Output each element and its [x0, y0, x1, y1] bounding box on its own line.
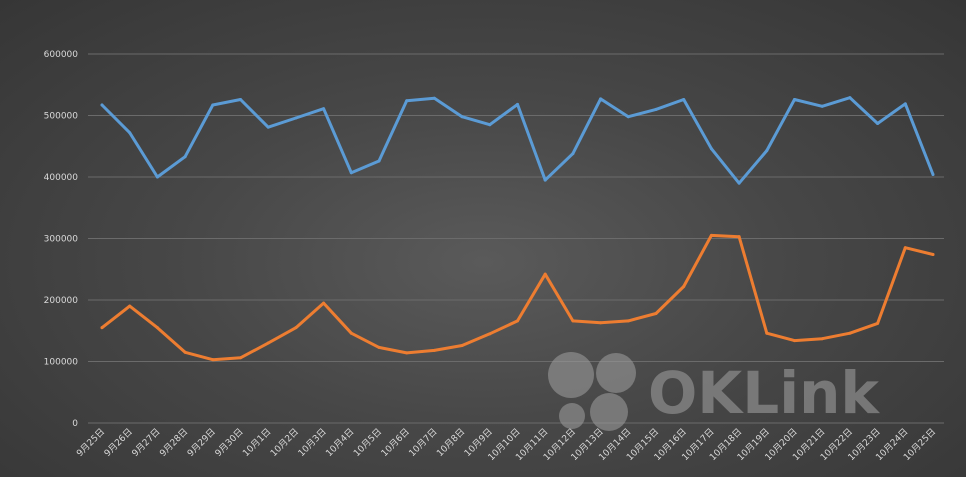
series-2-point [488, 332, 492, 336]
x-tick-label: 10月7日 [407, 426, 440, 459]
series-2-point [377, 345, 381, 349]
series-2-point [848, 331, 852, 335]
series-1-point [183, 155, 187, 159]
series-2-point [239, 356, 242, 360]
series-2-point [793, 339, 796, 343]
series-1-point [682, 98, 686, 102]
series-1-point [765, 149, 769, 153]
series-2-point [128, 304, 132, 308]
series-2-point [322, 301, 326, 305]
y-tick-label: 100000 [44, 358, 79, 368]
y-tick-label: 0 [72, 419, 78, 429]
oklink-watermark: OKLink [548, 352, 880, 431]
watermark-logo-dot [548, 352, 594, 398]
series-1-point [543, 178, 547, 182]
x-tick-label: 10月8日 [435, 426, 468, 459]
x-tick-label: 9月25日 [74, 426, 107, 459]
series-1-point [709, 147, 713, 151]
series-2-point [654, 312, 658, 316]
x-tick-label: 10月6日 [379, 426, 412, 459]
series-2-point [183, 350, 187, 354]
series-1-point [349, 171, 353, 175]
series-2-point [516, 319, 519, 323]
x-tick-label: 10月4日 [324, 426, 357, 459]
series-2-point [211, 358, 215, 362]
y-tick-label: 400000 [44, 173, 79, 183]
series-1-point [211, 103, 215, 107]
series-1-point [848, 96, 852, 100]
x-tick-label: 10月3日 [296, 426, 329, 459]
x-tick-label: 10月5日 [351, 426, 384, 459]
x-tick-label: 10月1日 [241, 426, 274, 459]
series-2-point [100, 326, 104, 330]
series-2-point [931, 252, 935, 256]
series-2-point [155, 326, 159, 330]
series-line-1 [100, 96, 935, 185]
watermark-text: OKLink [648, 359, 880, 427]
series-1-point [294, 116, 298, 120]
series-2-point [709, 233, 713, 237]
series-1-point [460, 115, 464, 119]
series-1-point [405, 99, 409, 103]
y-tick-label: 500000 [44, 112, 79, 122]
series-2-point [903, 246, 907, 250]
series-1-point [820, 104, 824, 108]
x-tick-label: 9月30日 [213, 426, 246, 459]
series-group [100, 96, 935, 362]
series-1-point [876, 121, 880, 125]
series-2-point [599, 321, 603, 325]
series-1-point [571, 152, 575, 156]
x-axis: 9月25日9月26日9月27日9月28日9月29日9月30日10月1日10月2日… [74, 426, 938, 463]
y-tick-label: 600000 [44, 50, 79, 60]
series-line-2 [100, 233, 935, 362]
series-2-point [765, 331, 769, 335]
series-1-point [488, 123, 492, 127]
series-2-point [737, 235, 741, 239]
series-1-point [626, 115, 630, 119]
series-1-point [432, 96, 436, 100]
series-1-point [377, 159, 381, 163]
series-1-point [239, 98, 242, 102]
gridlines [88, 53, 944, 424]
y-axis: 0 100000 200000 300000 400000 500000 600000 [44, 50, 79, 429]
series-1-point [903, 102, 907, 106]
series-2-point [571, 319, 575, 323]
series-2-point [266, 341, 270, 345]
series-1-point [793, 98, 796, 102]
watermark-logo-dot [590, 393, 628, 431]
series-2-point [460, 344, 464, 348]
series-2-point [294, 326, 298, 330]
series-1-point [654, 107, 658, 111]
series-1-point [128, 131, 132, 135]
x-tick-label: 9月29日 [185, 426, 218, 459]
x-tick-label: 9月27日 [130, 426, 163, 459]
series-1-point [516, 102, 519, 106]
series-1-point [599, 97, 603, 101]
watermark-logo-dot [559, 403, 585, 429]
series-2-point [543, 272, 547, 276]
series-2-point [349, 331, 353, 335]
series-2-point [626, 319, 630, 323]
series-1-point [266, 125, 270, 129]
series-2-point [682, 284, 686, 288]
y-tick-label: 200000 [44, 296, 79, 306]
series-1-point [155, 175, 159, 179]
series-1-point [931, 173, 935, 177]
y-tick-label: 300000 [44, 235, 79, 245]
series-1-point [737, 181, 741, 185]
series-2-point [432, 348, 436, 352]
series-2-point [820, 337, 824, 341]
series-1-point [322, 107, 326, 111]
x-tick-label: 9月28日 [158, 426, 191, 459]
series-2-point [405, 351, 409, 355]
x-tick-label: 9月26日 [102, 426, 135, 459]
series-1-point [100, 103, 104, 107]
series-2-point [876, 321, 880, 325]
x-tick-label: 10月2日 [268, 426, 301, 459]
watermark-logo-dot [596, 353, 636, 393]
